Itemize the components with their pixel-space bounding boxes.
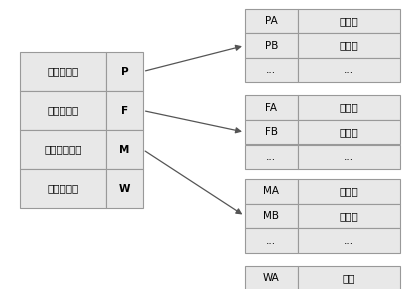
Bar (298, 120, 400, 144)
Text: ...: ... (344, 152, 354, 162)
Bar (298, 58, 400, 82)
Text: ...: ... (344, 65, 354, 75)
Text: M: M (119, 144, 130, 155)
Bar (298, 33, 400, 58)
Text: 果蔬类食品: 果蔬类食品 (48, 105, 79, 116)
Text: 鱼类: 鱼类 (343, 273, 355, 283)
Text: F: F (121, 105, 128, 116)
Text: ...: ... (266, 236, 276, 246)
Text: 加工类食品: 加工类食品 (48, 66, 79, 77)
Text: ...: ... (266, 152, 276, 162)
Bar (298, 95, 400, 120)
Bar (20, 169, 106, 208)
Bar (298, 144, 400, 169)
Bar (245, 95, 298, 120)
Bar (20, 52, 106, 91)
Bar (20, 130, 106, 169)
Text: MB: MB (263, 211, 279, 221)
Text: P: P (121, 66, 128, 77)
Bar (106, 91, 143, 130)
Bar (20, 91, 106, 130)
Bar (245, 9, 298, 33)
Text: W: W (119, 184, 130, 194)
Text: ...: ... (266, 65, 276, 75)
Text: 蔬菜类: 蔬菜类 (339, 127, 358, 137)
Bar (245, 204, 298, 228)
Text: 畜牧类: 畜牧类 (339, 211, 358, 221)
Text: PB: PB (265, 40, 278, 51)
Bar (245, 58, 298, 82)
Text: ...: ... (344, 236, 354, 246)
Bar (245, 179, 298, 204)
Bar (245, 266, 298, 289)
Bar (298, 204, 400, 228)
Bar (106, 52, 143, 91)
Text: FA: FA (265, 103, 277, 113)
Bar (245, 228, 298, 253)
Bar (106, 169, 143, 208)
Bar (245, 33, 298, 58)
Text: 水产类食品: 水产类食品 (48, 184, 79, 194)
Text: 畜禽肉类食品: 畜禽肉类食品 (44, 144, 82, 155)
Bar (298, 9, 400, 33)
Bar (298, 228, 400, 253)
Text: 家禽类: 家禽类 (339, 186, 358, 197)
Bar (106, 130, 143, 169)
Bar (298, 179, 400, 204)
Bar (298, 266, 400, 289)
Text: 水果类: 水果类 (339, 103, 358, 113)
Text: FB: FB (265, 127, 278, 137)
Text: 面包类: 面包类 (339, 16, 358, 26)
Text: MA: MA (263, 186, 279, 197)
Text: WA: WA (263, 273, 280, 283)
Bar (245, 144, 298, 169)
Bar (245, 120, 298, 144)
Text: PA: PA (265, 16, 278, 26)
Text: 饮料类: 饮料类 (339, 40, 358, 51)
